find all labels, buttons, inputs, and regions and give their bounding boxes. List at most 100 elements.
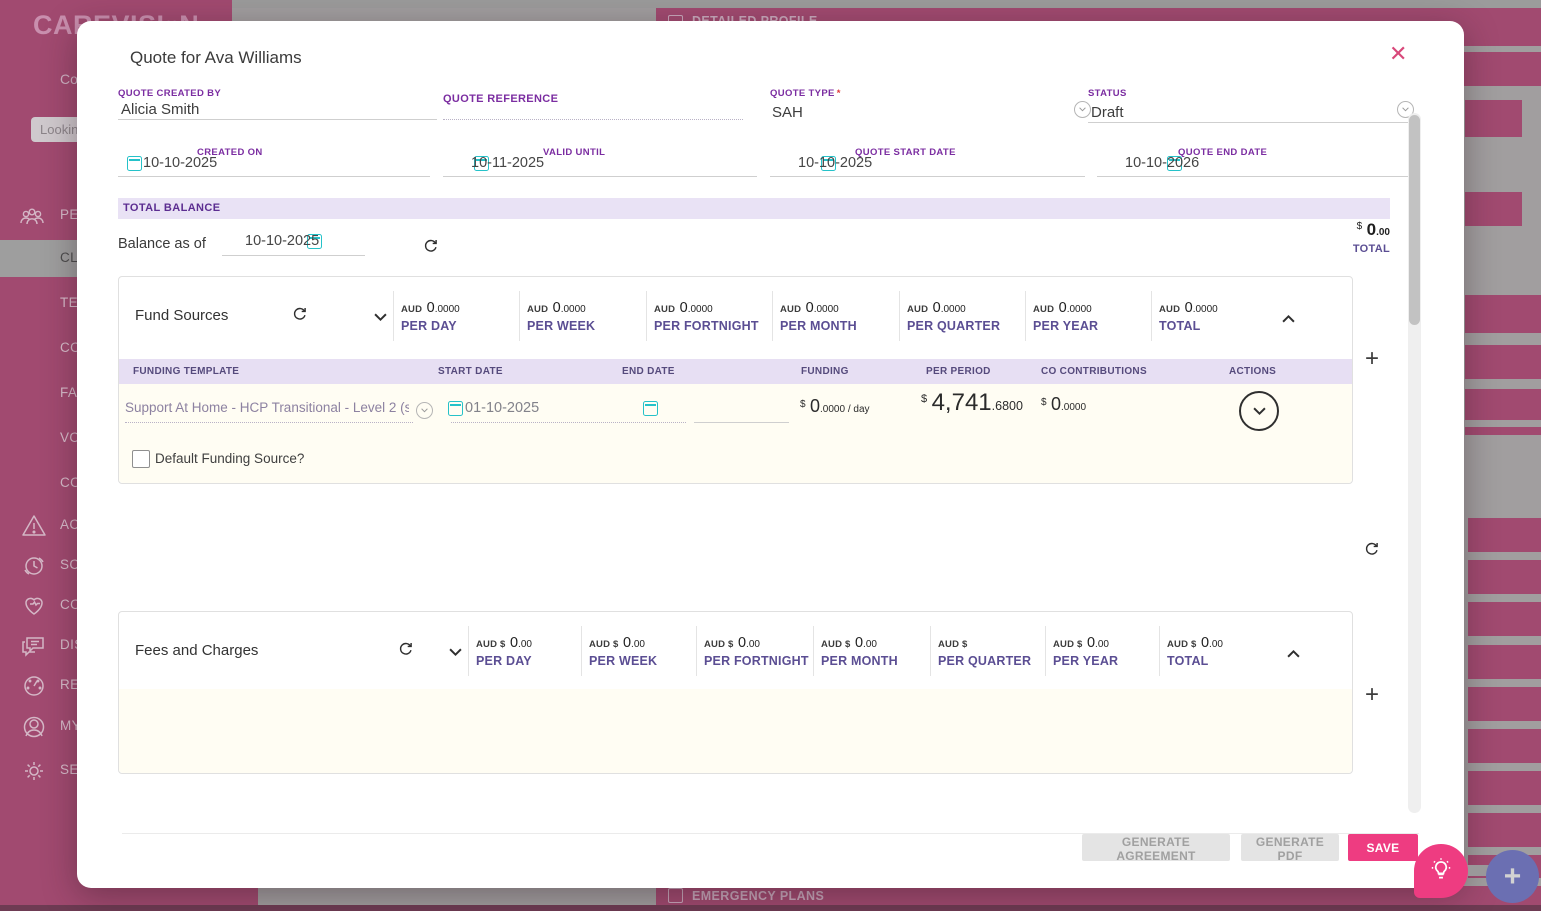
created-on-label: CREATED ON bbox=[197, 147, 263, 158]
fees-stat-per-fortnight: AUD $ 0.00 PER FORTNIGHT bbox=[704, 635, 809, 668]
chevron-down-icon[interactable] bbox=[416, 402, 433, 419]
chevron-down-icon[interactable] bbox=[1397, 101, 1414, 118]
background-section-emergency-plans: EMERGENCY PLANS bbox=[656, 886, 1541, 905]
created-on-value[interactable]: 10-10-2025 bbox=[143, 155, 218, 171]
field-underline bbox=[694, 422, 789, 423]
field-underline bbox=[443, 176, 757, 177]
lightbulb-icon bbox=[1428, 856, 1454, 887]
chevron-down-icon[interactable] bbox=[449, 644, 462, 662]
calendar-icon[interactable] bbox=[1167, 156, 1183, 171]
table-row: Support At Home - HCP Transitional - Lev… bbox=[119, 384, 1352, 436]
chevron-down-icon[interactable] bbox=[374, 309, 387, 327]
chevron-up-icon[interactable] bbox=[1282, 310, 1295, 328]
total-balance-header: TOTAL BALANCE bbox=[118, 198, 1390, 219]
footer-divider bbox=[122, 833, 1419, 834]
sidebar-item-vo[interactable]: VO bbox=[60, 430, 81, 445]
calendar-icon[interactable] bbox=[643, 401, 659, 416]
quote-end-date-value[interactable]: 10-10-2026 bbox=[1125, 155, 1200, 171]
col-per-period: PER PERIOD bbox=[926, 366, 991, 377]
quote-type-select[interactable]: SAH bbox=[772, 104, 803, 121]
fund-sources-title: Fund Sources bbox=[135, 307, 229, 324]
field-underline bbox=[451, 422, 686, 423]
sidebar-item-co[interactable]: CO bbox=[60, 340, 82, 355]
fund-sources-body bbox=[119, 384, 1352, 483]
field-underline bbox=[1097, 176, 1412, 177]
row-actions-button[interactable] bbox=[1239, 391, 1279, 431]
row-funding-amount: $ 0.0000 / day bbox=[800, 396, 870, 416]
calendar-icon[interactable] bbox=[306, 234, 322, 249]
field-underline bbox=[222, 255, 365, 256]
row-co-contributions-amount: $ 0.0000 bbox=[1041, 394, 1087, 414]
col-co-contributions: CO CONTRIBUTIONS bbox=[1041, 366, 1147, 377]
row-start-date[interactable]: 01-10-2025 bbox=[465, 400, 540, 416]
status-label: STATUS bbox=[1088, 88, 1127, 99]
add-floating-button[interactable]: + bbox=[1486, 850, 1539, 903]
fund-stat-per-day: AUD 0.0000 PER DAY bbox=[401, 300, 460, 333]
calendar-icon[interactable] bbox=[474, 156, 490, 171]
fees-charges-title: Fees and Charges bbox=[135, 642, 259, 659]
fund-stat-per-fortnight: AUD 0.0000 PER FORTNIGHT bbox=[654, 300, 759, 333]
refresh-icon[interactable] bbox=[422, 237, 439, 259]
fund-table-header: FUNDING TEMPLATE START DATE END DATE FUN… bbox=[119, 359, 1352, 384]
fees-stat-per-quarter: AUD $ PER QUARTER bbox=[938, 639, 1032, 668]
balance-as-of-date[interactable]: 10-10-2025 bbox=[245, 233, 320, 249]
sidebar-item-re[interactable]: RE bbox=[60, 677, 80, 692]
fees-stat-total: AUD $ 0.00 TOTAL bbox=[1167, 635, 1223, 668]
status-select[interactable]: Draft bbox=[1091, 104, 1124, 121]
fees-stat-per-month: AUD $ 0.00 PER MONTH bbox=[821, 635, 898, 668]
col-end-date: END DATE bbox=[622, 366, 675, 377]
add-fund-source-button[interactable]: + bbox=[1365, 345, 1380, 372]
fund-stat-per-quarter: AUD 0.0000 PER QUARTER bbox=[907, 300, 1001, 333]
close-icon[interactable]: ✕ bbox=[1389, 41, 1408, 66]
sidebar-item-pe[interactable]: PE bbox=[60, 207, 79, 222]
field-underline bbox=[118, 119, 437, 120]
chevron-down-icon[interactable] bbox=[1074, 101, 1091, 118]
quote-start-date-value[interactable]: 10-10-2025 bbox=[798, 155, 873, 171]
generate-agreement-button[interactable]: GENERATE AGREEMENT bbox=[1082, 834, 1230, 863]
col-start-date: START DATE bbox=[438, 366, 503, 377]
generate-pdf-button[interactable]: GENERATE PDF bbox=[1241, 834, 1339, 863]
valid-until-value[interactable]: 10-11-2025 bbox=[471, 155, 545, 171]
help-lightbulb-button[interactable] bbox=[1414, 844, 1468, 898]
quote-reference-label: QUOTE REFERENCE bbox=[443, 93, 559, 105]
chevron-up-icon[interactable] bbox=[1287, 645, 1300, 663]
field-underline bbox=[125, 422, 413, 423]
people-icon bbox=[18, 203, 46, 231]
calendar-icon[interactable] bbox=[820, 156, 836, 171]
field-underline bbox=[443, 119, 743, 120]
sidebar-item-se[interactable]: SE bbox=[60, 762, 79, 777]
col-funding-template: FUNDING TEMPLATE bbox=[133, 366, 240, 377]
scrollbar-thumb[interactable] bbox=[1409, 115, 1420, 325]
fund-sources-panel: Fund Sources AUD 0.0000 PER DAY AUD 0.000… bbox=[118, 276, 1353, 484]
sidebar-item-cl[interactable]: CL bbox=[60, 250, 79, 265]
default-funding-label: Default Funding Source? bbox=[155, 451, 305, 466]
col-actions: ACTIONS bbox=[1229, 366, 1277, 377]
quote-modal: Quote for Ava Williams ✕ QUOTE CREATED B… bbox=[77, 21, 1464, 888]
sidebar-item-fa[interactable]: FA bbox=[60, 385, 78, 400]
total-balance-amount-label: TOTAL bbox=[1352, 243, 1390, 255]
sidebar-partial-text: Co bbox=[60, 71, 78, 87]
save-button[interactable]: SAVE bbox=[1348, 834, 1418, 861]
fees-charges-body bbox=[119, 689, 1352, 773]
row-per-period-amount: $ 4,741.6800 bbox=[921, 389, 1023, 416]
modal-title: Quote for Ava Williams bbox=[130, 48, 302, 67]
refresh-icon[interactable] bbox=[291, 305, 308, 327]
required-asterisk: * bbox=[836, 88, 841, 99]
sidebar-item-my[interactable]: MY bbox=[60, 718, 82, 733]
modal-scrollbar[interactable] bbox=[1408, 113, 1421, 813]
refresh-icon[interactable] bbox=[397, 640, 414, 662]
default-funding-checkbox[interactable] bbox=[132, 450, 150, 468]
calendar-icon[interactable] bbox=[127, 156, 142, 171]
sidebar-item-co3[interactable]: CO bbox=[60, 597, 82, 612]
sidebar-item-te[interactable]: TE bbox=[60, 295, 79, 310]
valid-until-label: VALID UNTIL bbox=[543, 147, 606, 158]
calendar-icon[interactable] bbox=[448, 401, 463, 416]
heart-icon bbox=[20, 592, 48, 620]
funding-template-select[interactable]: Support At Home - HCP Transitional - Lev… bbox=[125, 400, 409, 415]
sidebar-item-co2[interactable]: CO bbox=[60, 475, 82, 490]
sidebar-item-ac[interactable]: AC bbox=[60, 517, 80, 532]
refresh-icon[interactable] bbox=[1363, 540, 1380, 562]
add-fee-button[interactable]: + bbox=[1365, 681, 1380, 708]
sidebar-item-sc[interactable]: SC bbox=[60, 557, 80, 572]
